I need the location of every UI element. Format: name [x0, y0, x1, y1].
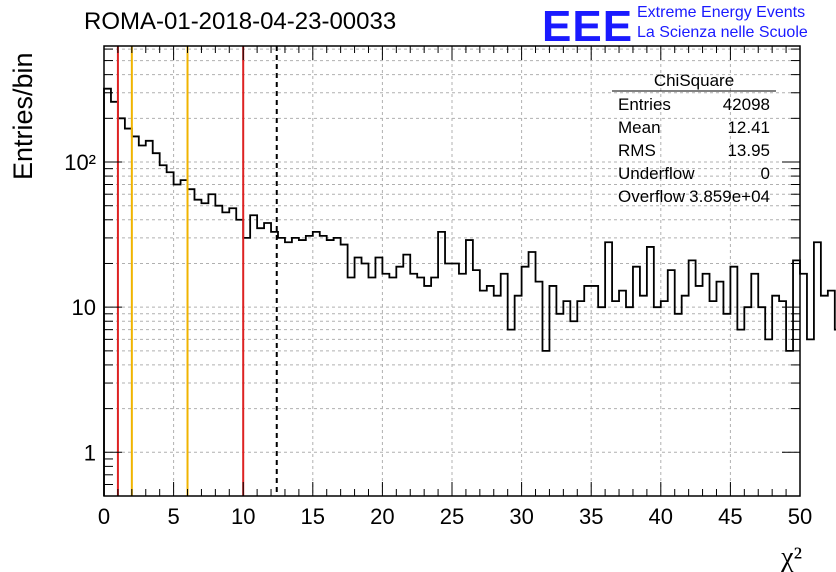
x-tick-label: 20	[370, 504, 394, 529]
stats-value: 0	[761, 164, 770, 183]
stats-value: 3.859e+04	[689, 187, 770, 206]
stats-label: Mean	[618, 118, 661, 137]
x-tick-label: 10	[231, 504, 255, 529]
y-tick-label: 10	[72, 295, 96, 320]
x-tick-label: 5	[167, 504, 179, 529]
stats-label: RMS	[618, 141, 656, 160]
x-tick-label: 0	[98, 504, 110, 529]
y-tick-label: 10²	[64, 150, 96, 175]
stats-value: 12.41	[727, 118, 770, 137]
y-tick-label: 1	[84, 440, 96, 465]
x-tick-label: 15	[301, 504, 325, 529]
stats-value: 13.95	[727, 141, 770, 160]
x-tick-label: 25	[440, 504, 464, 529]
stats-box: ChiSquare Entries 42098 Mean 12.41 RMS 13.95 Un…	[612, 71, 776, 206]
x-tick-label: 30	[509, 504, 533, 529]
x-tick-label: 50	[788, 504, 812, 529]
stats-label: Underflow	[618, 164, 695, 183]
histogram-line	[103, 87, 836, 496]
stats-title: ChiSquare	[654, 71, 734, 90]
stats-label: Overflow	[618, 187, 686, 206]
chart-title: ROMA-01-2018-04-23-00033	[84, 8, 397, 35]
stats-value: 42098	[723, 95, 770, 114]
x-tick-label: 35	[579, 504, 603, 529]
x-axis-label: χ²	[780, 542, 802, 572]
stats-label: Entries	[618, 95, 671, 114]
histogram-series	[103, 87, 836, 496]
logo-line-2: La Scienza nelle Scuole	[637, 24, 808, 41]
x-tick-label: 45	[718, 504, 742, 529]
x-tick-label: 40	[649, 504, 673, 529]
axis-ticks: 0 5 10 15 20 25 30 35 40 45 50 1 10 10²	[64, 46, 812, 529]
logo-line-1: Extreme Energy Events	[637, 4, 806, 21]
marker-lines	[116, 46, 278, 496]
eee-logo: EEE	[542, 2, 634, 51]
